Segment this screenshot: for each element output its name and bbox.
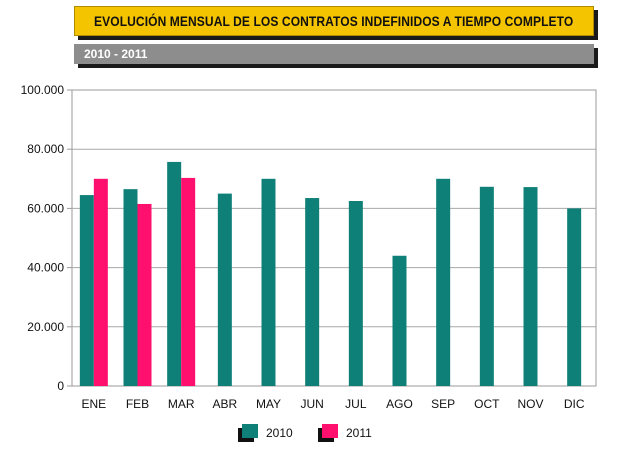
x-tick-label: SEP [431,397,455,411]
bar-2010-mar [167,161,182,386]
legend-label-2010: 2010 [266,426,293,440]
x-tick-label: JUN [300,397,323,411]
bar-2010-ago [392,255,407,386]
y-tick-label: 40.000 [27,261,64,275]
x-tick-label: MAR [168,397,195,411]
legend: 2010 2011 [0,424,620,444]
bar-2011-feb [137,203,152,386]
y-tick-label: 0 [57,379,64,393]
bar-2011-ene [93,178,108,386]
bar-2010-jun [305,198,320,386]
x-tick-label: ABR [212,397,237,411]
x-tick-label: FEB [126,397,149,411]
bar-2010-dic [567,208,582,386]
bar-2011-mar [181,177,196,386]
bar-chart: 0 20.000 40.000 60.000 80.000 100.000 ENE FEB MA… [21,83,597,411]
bar-2010-may [261,178,276,386]
x-tick-label: MAY [256,397,281,411]
chart-title-banner: EVOLUCIÓN MENSUAL DE LOS CONTRATOS INDEF… [74,6,594,36]
x-tick-label: ENE [81,397,106,411]
chart-title: EVOLUCIÓN MENSUAL DE LOS CONTRATOS INDEF… [94,13,574,29]
y-tick-label: 80.000 [27,142,64,156]
bar-2010-abr [217,193,232,386]
plot-area [71,89,597,387]
legend-swatch-2010 [242,424,258,438]
legend-label-2011: 2011 [346,426,372,440]
bar-2010-jul [348,201,363,386]
bar-2010-sep [436,178,451,386]
legend-swatch-2011 [322,424,338,438]
x-tick-label: AGO [386,397,413,411]
y-tick-label: 100.000 [21,83,65,97]
chart-subtitle: 2010 - 2011 [84,47,148,61]
y-tick-label: 20.000 [27,320,64,334]
chart-subtitle-banner: 2010 - 2011 [74,44,594,64]
x-tick-label: JUL [345,397,367,411]
bar-2010-feb [123,189,138,386]
y-tick-label: 60.000 [27,201,64,215]
x-tick-label: DIC [564,397,585,411]
bar-2010-ene [79,195,94,386]
x-tick-label: NOV [517,397,543,411]
bar-2010-oct [479,186,494,386]
x-tick-label: OCT [474,397,500,411]
bar-2010-nov [523,187,538,386]
